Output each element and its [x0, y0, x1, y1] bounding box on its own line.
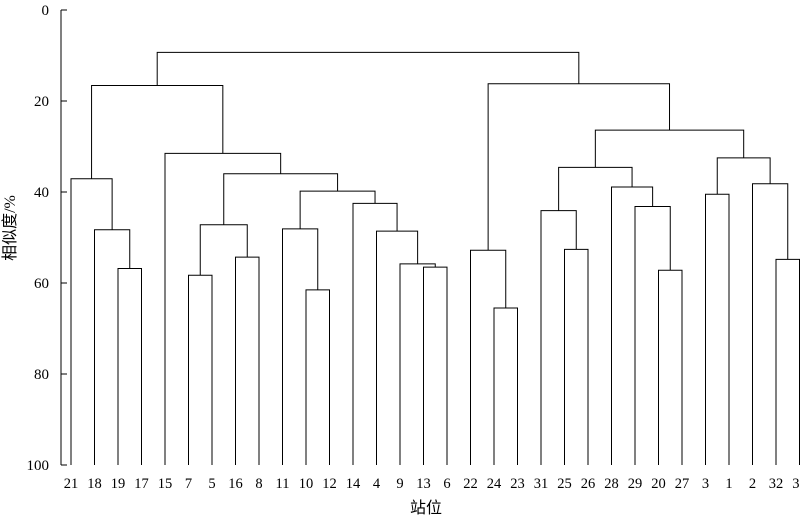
leaf-label: 21: [64, 476, 79, 492]
leaf-label: 29: [628, 476, 643, 492]
leaf-label: 5: [208, 476, 215, 492]
dendrogram-link: [70, 178, 113, 465]
dendrogram-link: [399, 263, 436, 465]
dendrogram-link: [117, 267, 142, 465]
y-tick-label: 80: [34, 367, 49, 383]
y-tick-label: 40: [34, 185, 49, 201]
dendrogram-link: [164, 152, 282, 465]
y-axis-title: 相似度/%: [1, 195, 19, 261]
leaf-label: 30: [792, 476, 800, 492]
leaf-label: 23: [510, 476, 525, 492]
dendrogram-link: [564, 248, 589, 465]
leaf-label: 25: [557, 476, 572, 492]
dendrogram-link: [752, 183, 789, 465]
y-tick-label: 0: [42, 3, 50, 19]
leaf-label: 10: [299, 476, 314, 492]
dendrogram-link: [282, 228, 319, 465]
leaf-label: 18: [87, 476, 102, 492]
leaf-label: 8: [255, 476, 262, 492]
leaf-label: 16: [228, 476, 243, 492]
leaf-label: 7: [185, 476, 192, 492]
leaf-label: 15: [158, 476, 173, 492]
leaf-label: 13: [416, 476, 431, 492]
leaf-label: 14: [346, 476, 361, 492]
leaf-label: 24: [487, 476, 502, 492]
y-tick-label: 20: [34, 94, 49, 110]
leaf-label: 20: [651, 476, 666, 492]
leaf-label: 26: [581, 476, 596, 492]
dendrogram-link: [658, 269, 683, 465]
dendrogram-link: [91, 85, 224, 179]
dendrogram-link: [634, 206, 671, 465]
dendrogram-link: [775, 258, 800, 465]
dendrogram-link: [540, 210, 577, 465]
leaf-label: 27: [675, 476, 690, 492]
leaf-label: 12: [322, 476, 337, 492]
leaf-label: 32: [769, 476, 784, 492]
leaf-label: 4: [373, 476, 381, 492]
leaf-label: 1: [725, 476, 732, 492]
leaf-label: 9: [396, 476, 403, 492]
dendrogram-link: [705, 193, 730, 465]
dendrogram-link: [188, 274, 213, 465]
dendrogram-link: [611, 186, 654, 465]
dendrogram-link: [716, 157, 771, 195]
dendrogram-link: [352, 202, 398, 465]
dendrogram-links: [70, 51, 800, 465]
dendrogram-link: [305, 289, 330, 465]
leaf-label: 31: [534, 476, 549, 492]
dendrogram-link: [493, 307, 518, 465]
dendrogram-link: [199, 224, 248, 276]
leaf-label: 19: [111, 476, 126, 492]
y-tick-label: 60: [34, 276, 49, 292]
dendrogram-link: [223, 173, 339, 225]
leaf-label: 28: [604, 476, 619, 492]
leaf-label: 17: [134, 476, 149, 492]
y-axis: 0 20 40 60 80 100: [27, 3, 67, 474]
dendrogram-link: [376, 230, 419, 465]
dendrogram-link: [423, 266, 448, 465]
leaf-label: 2: [749, 476, 756, 492]
leaf-label: 11: [276, 476, 290, 492]
dendrogram-link: [299, 190, 376, 229]
leaf-labels: 21 18 19 17 15 7 5 16 8 11 10 12 14 4 9 13 6 22 24 23 31 25 26…: [64, 476, 800, 492]
dendrogram-link: [470, 249, 507, 465]
dendrogram-link: [594, 129, 745, 168]
x-axis-title: 站位: [410, 499, 442, 517]
y-tick-label: 100: [27, 458, 50, 474]
dendrogram-link: [94, 229, 131, 465]
leaf-label: 6: [443, 476, 450, 492]
dendrogram-link: [558, 166, 633, 211]
leaf-label: 3: [702, 476, 709, 492]
leaf-label: 22: [463, 476, 478, 492]
dendrogram-link: [235, 256, 260, 465]
dendrogram-link: [156, 51, 580, 86]
